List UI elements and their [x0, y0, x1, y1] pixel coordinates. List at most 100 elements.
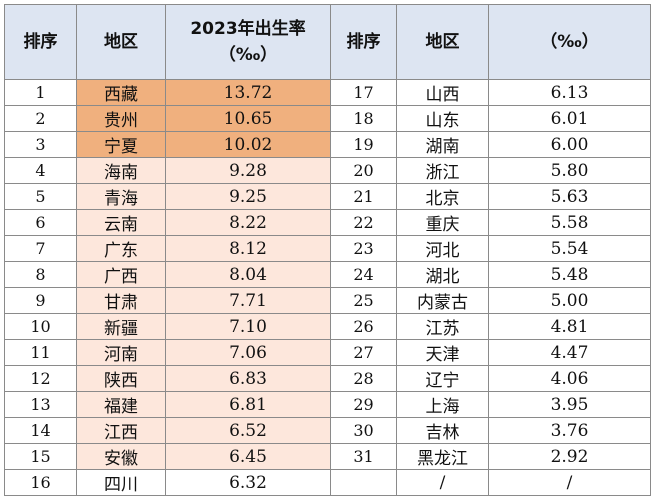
region-cell: 西藏: [76, 79, 166, 106]
rank-cell: 17: [330, 79, 397, 106]
rate-value-cell: 5.00: [488, 287, 651, 314]
rank-cell: 2: [4, 105, 77, 132]
rank-cell: 26: [330, 313, 397, 340]
rate-value-cell: 6.52: [165, 417, 331, 444]
rank-cell: 28: [330, 365, 397, 392]
rate-value-cell: 7.10: [165, 313, 331, 340]
rate-value-cell: 6.13: [488, 79, 651, 106]
region-cell: 青海: [76, 183, 166, 210]
region-cell: 海南: [76, 157, 166, 184]
header-rate-unit: （‰）: [218, 45, 278, 65]
rate-value-cell: 3.95: [488, 391, 651, 418]
birth-rate-table: 排序 地区 2023年出生率 （‰） 排序 地区 （‰） 1 西藏 13.72 17 山…: [4, 4, 651, 496]
region-cell: 福建: [76, 391, 166, 418]
table-row: 1 西藏 13.72 17 山西 6.13: [4, 79, 651, 106]
table-row: 16 四川 6.32 //: [4, 469, 651, 496]
rank-cell: 18: [330, 105, 397, 132]
header-region-2: 地区: [396, 4, 489, 80]
header-rank: 排序: [4, 4, 77, 80]
rate-value-cell: 6.32: [165, 469, 331, 496]
rate-value-cell: /: [488, 469, 651, 496]
rank-cell: 13: [4, 391, 77, 418]
header-rate-unit-2: （‰）: [488, 4, 651, 80]
rank-cell: 6: [4, 209, 77, 236]
region-cell: 重庆: [396, 209, 489, 236]
rate-value-cell: 5.63: [488, 183, 651, 210]
table-row: 8 广西 8.04 24 湖北 5.48: [4, 261, 651, 288]
rate-value-cell: 5.48: [488, 261, 651, 288]
rank-cell: 9: [4, 287, 77, 314]
header-row: 排序 地区 2023年出生率 （‰） 排序 地区 （‰）: [4, 4, 651, 80]
header-rank-2: 排序: [330, 4, 397, 80]
rank-cell: 5: [4, 183, 77, 210]
rank-cell: 23: [330, 235, 397, 262]
rank-cell: 12: [4, 365, 77, 392]
region-cell: 内蒙古: [396, 287, 489, 314]
rank-cell: 10: [4, 313, 77, 340]
region-cell: 黑龙江: [396, 443, 489, 470]
region-cell: 江西: [76, 417, 166, 444]
rate-value-cell: 8.04: [165, 261, 331, 288]
table-row: 10 新疆 7.10 26 江苏 4.81: [4, 313, 651, 340]
table-body: 1 西藏 13.72 17 山西 6.13 2 贵州 10.65 18 山东 6.01 3 宁夏 10.02…: [4, 79, 651, 496]
rate-value-cell: 6.81: [165, 391, 331, 418]
region-cell: 宁夏: [76, 131, 166, 158]
rank-cell: 1: [4, 79, 77, 106]
region-cell: 江苏: [396, 313, 489, 340]
header-rate-title: 2023年出生率: [190, 19, 306, 39]
region-cell: 安徽: [76, 443, 166, 470]
region-cell: 四川: [76, 469, 166, 496]
region-cell: 河北: [396, 235, 489, 262]
region-cell: 甘肃: [76, 287, 166, 314]
rank-cell: 16: [4, 469, 77, 496]
birth-rate-table-container: 排序 地区 2023年出生率 （‰） 排序 地区 （‰） 1 西藏 13.72 17 山…: [4, 4, 651, 496]
region-cell: 北京: [396, 183, 489, 210]
rank-cell: 22: [330, 209, 397, 236]
region-cell: 河南: [76, 339, 166, 366]
region-cell: 广东: [76, 235, 166, 262]
region-cell: /: [396, 469, 489, 496]
rate-value-cell: 4.06: [488, 365, 651, 392]
rate-value-cell: 6.83: [165, 365, 331, 392]
rank-cell: 4: [4, 157, 77, 184]
rank-cell: 24: [330, 261, 397, 288]
region-cell: 天津: [396, 339, 489, 366]
region-cell: 云南: [76, 209, 166, 236]
rate-value-cell: 8.22: [165, 209, 331, 236]
rank-cell: 19: [330, 131, 397, 158]
region-cell: 山西: [396, 79, 489, 106]
rank-cell: 8: [4, 261, 77, 288]
table-row: 5 青海 9.25 21 北京 5.63: [4, 183, 651, 210]
table-row: 7 广东 8.12 23 河北 5.54: [4, 235, 651, 262]
rank-cell: [330, 469, 397, 496]
table-row: 9 甘肃 7.71 25 内蒙古 5.00: [4, 287, 651, 314]
rank-cell: 30: [330, 417, 397, 444]
rate-value-cell: 7.06: [165, 339, 331, 366]
rank-cell: 25: [330, 287, 397, 314]
region-cell: 陕西: [76, 365, 166, 392]
region-cell: 吉林: [396, 417, 489, 444]
table-row: 3 宁夏 10.02 19 湖南 6.00: [4, 131, 651, 158]
table-row: 12 陕西 6.83 28 辽宁 4.06: [4, 365, 651, 392]
region-cell: 上海: [396, 391, 489, 418]
rank-cell: 31: [330, 443, 397, 470]
table-row: 2 贵州 10.65 18 山东 6.01: [4, 105, 651, 132]
rate-value-cell: 9.25: [165, 183, 331, 210]
rate-value-cell: 5.58: [488, 209, 651, 236]
region-cell: 贵州: [76, 105, 166, 132]
region-cell: 辽宁: [396, 365, 489, 392]
rate-value-cell: 8.12: [165, 235, 331, 262]
rate-value-cell: 6.45: [165, 443, 331, 470]
rate-value-cell: 5.80: [488, 157, 651, 184]
rate-value-cell: 4.81: [488, 313, 651, 340]
region-cell: 山东: [396, 105, 489, 132]
table-row: 13 福建 6.81 29 上海 3.95: [4, 391, 651, 418]
rate-value-cell: 5.54: [488, 235, 651, 262]
rank-cell: 11: [4, 339, 77, 366]
header-region: 地区: [76, 4, 166, 80]
rank-cell: 27: [330, 339, 397, 366]
region-cell: 浙江: [396, 157, 489, 184]
rate-value-cell: 7.71: [165, 287, 331, 314]
rate-value-cell: 3.76: [488, 417, 651, 444]
rank-cell: 3: [4, 131, 77, 158]
